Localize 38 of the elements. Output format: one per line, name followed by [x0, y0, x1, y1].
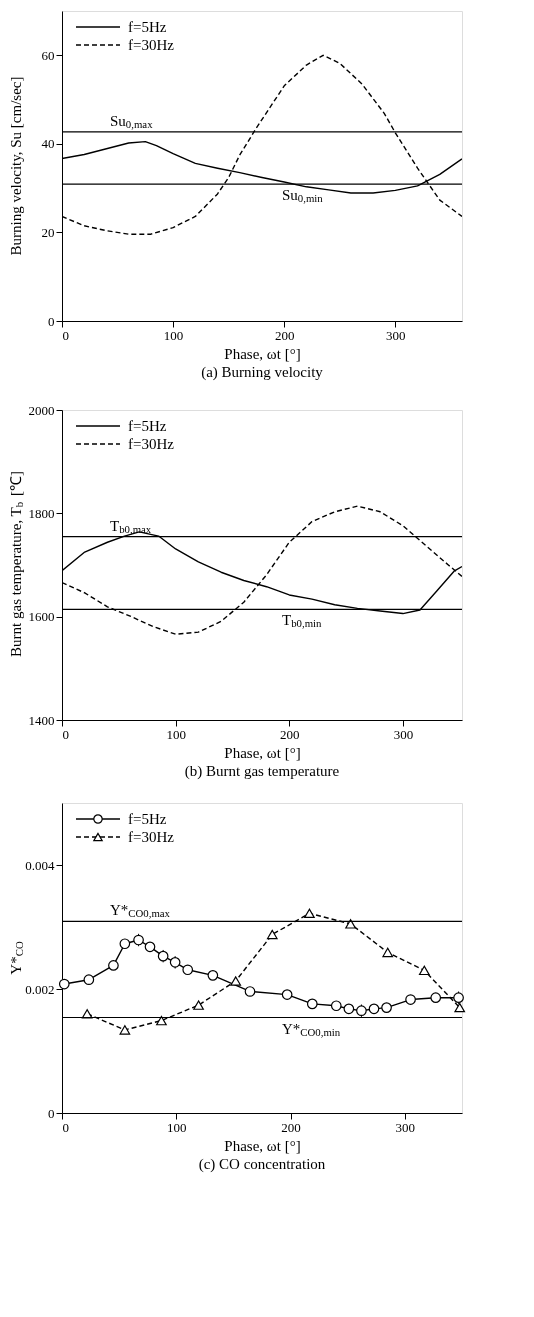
- x-tick-label: 0: [62, 327, 69, 343]
- x-tick-label: 300: [386, 327, 406, 343]
- legend-label: f=5Hz: [128, 418, 167, 434]
- text: (c) CO concentration: [198, 1156, 326, 1173]
- x-axis-title: Phase, ωt [°]: [224, 744, 301, 761]
- y-axis-title: Burning velocity, Su [cm/sec]: [8, 76, 24, 256]
- y-axis-title: Burnt gas temperature, Tb [℃]: [8, 471, 25, 657]
- y-tick-label: 0.002: [25, 981, 55, 997]
- x-tick-label: 0: [62, 726, 69, 742]
- y-tick-label: 40: [41, 136, 55, 152]
- y-tick-label: 1800: [28, 505, 55, 521]
- y-tick-label: 0: [48, 313, 55, 329]
- y-tick-label: 1600: [28, 609, 55, 625]
- legend-label: f=5Hz: [128, 811, 167, 827]
- y-axis-title: Y*CO: [8, 941, 25, 975]
- x-tick-label: 300: [395, 1119, 416, 1135]
- legend-label: f=30Hz: [128, 829, 175, 845]
- x-tick-label: 100: [167, 1119, 187, 1135]
- legend-label: f=30Hz: [128, 436, 175, 452]
- y-tick-label: 60: [41, 47, 55, 63]
- x-tick-label: 200: [280, 726, 300, 742]
- x-tick-label: 100: [163, 327, 184, 343]
- y-tick-label: 1400: [28, 712, 55, 728]
- y-tick-label: 20: [41, 224, 55, 240]
- x-tick-label: 300: [393, 726, 414, 742]
- x-tick-label: 100: [166, 726, 186, 742]
- x-axis-title: Phase, ωt [°]: [224, 345, 301, 362]
- y-tick-label: 2000: [28, 402, 55, 418]
- y-tick-label: 0: [48, 1105, 55, 1121]
- text: (b) Burnt gas temperature: [184, 763, 340, 780]
- legend-label: f=30Hz: [128, 37, 175, 53]
- text: (a) Burning velocity: [201, 364, 324, 381]
- x-tick-label: 0: [62, 1119, 69, 1135]
- x-tick-label: 200: [274, 327, 295, 343]
- y-tick-label: 0.004: [25, 857, 55, 873]
- x-axis-title: Phase, ωt [°]: [224, 1137, 301, 1154]
- legend-label: f=5Hz: [128, 19, 167, 35]
- x-tick-label: 200: [281, 1119, 301, 1135]
